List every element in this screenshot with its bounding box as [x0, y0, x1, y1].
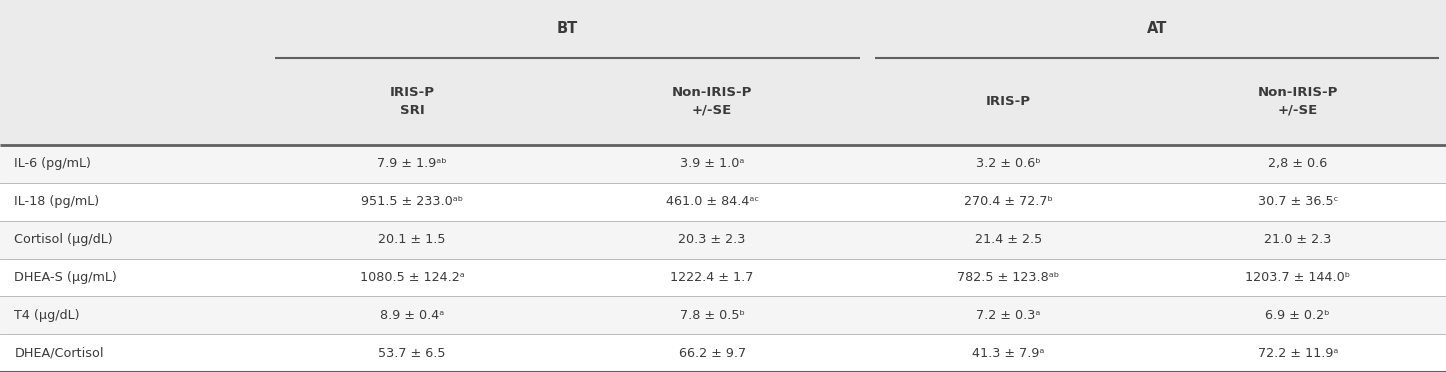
Text: T4 (µg/dL): T4 (µg/dL)	[14, 309, 80, 322]
Text: 8.9 ± 0.4ᵃ: 8.9 ± 0.4ᵃ	[380, 309, 444, 322]
Bar	[0, 183, 1446, 221]
Text: IRIS-P: IRIS-P	[986, 95, 1031, 108]
Text: 20.3 ± 2.3: 20.3 ± 2.3	[678, 233, 746, 246]
Text: DHEA-S (µg/mL): DHEA-S (µg/mL)	[14, 271, 117, 284]
Text: BT: BT	[557, 21, 578, 36]
Text: 30.7 ± 36.5ᶜ: 30.7 ± 36.5ᶜ	[1258, 195, 1338, 208]
Bar	[0, 296, 1446, 334]
Text: 951.5 ± 233.0ᵃᵇ: 951.5 ± 233.0ᵃᵇ	[362, 195, 463, 208]
Text: 21.0 ± 2.3: 21.0 ± 2.3	[1264, 233, 1332, 246]
Bar	[0, 259, 1446, 296]
Text: Non-IRIS-P
+/-SE: Non-IRIS-P +/-SE	[672, 86, 752, 117]
Text: 3.2 ± 0.6ᵇ: 3.2 ± 0.6ᵇ	[976, 157, 1041, 170]
Text: 20.1 ± 1.5: 20.1 ± 1.5	[379, 233, 445, 246]
Text: 1222.4 ± 1.7: 1222.4 ± 1.7	[671, 271, 753, 284]
Text: 6.9 ± 0.2ᵇ: 6.9 ± 0.2ᵇ	[1265, 309, 1330, 322]
Text: 53.7 ± 6.5: 53.7 ± 6.5	[379, 347, 445, 360]
Text: 782.5 ± 123.8ᵃᵇ: 782.5 ± 123.8ᵃᵇ	[957, 271, 1060, 284]
Text: 461.0 ± 84.4ᵃᶜ: 461.0 ± 84.4ᵃᶜ	[665, 195, 759, 208]
Text: 2,8 ± 0.6: 2,8 ± 0.6	[1268, 157, 1327, 170]
Text: 270.4 ± 72.7ᵇ: 270.4 ± 72.7ᵇ	[964, 195, 1053, 208]
Text: 7.2 ± 0.3ᵃ: 7.2 ± 0.3ᵃ	[976, 309, 1041, 322]
Text: 72.2 ± 11.9ᵃ: 72.2 ± 11.9ᵃ	[1258, 347, 1338, 360]
Text: IL-18 (pg/mL): IL-18 (pg/mL)	[14, 195, 100, 208]
Bar	[0, 334, 1446, 372]
Bar	[0, 58, 1446, 145]
Text: 7.8 ± 0.5ᵇ: 7.8 ± 0.5ᵇ	[680, 309, 745, 322]
Bar	[0, 221, 1446, 259]
Text: 21.4 ± 2.5: 21.4 ± 2.5	[975, 233, 1043, 246]
Bar	[0, 0, 1446, 58]
Text: 1080.5 ± 124.2ᵃ: 1080.5 ± 124.2ᵃ	[360, 271, 464, 284]
Text: DHEA/Cortisol: DHEA/Cortisol	[14, 347, 104, 360]
Text: IRIS-P
SRI: IRIS-P SRI	[389, 86, 435, 117]
Text: 41.3 ± 7.9ᵃ: 41.3 ± 7.9ᵃ	[972, 347, 1045, 360]
Text: 66.2 ± 9.7: 66.2 ± 9.7	[678, 347, 746, 360]
Text: Cortisol (µg/dL): Cortisol (µg/dL)	[14, 233, 113, 246]
Text: AT: AT	[1147, 21, 1167, 36]
Text: IL-6 (pg/mL): IL-6 (pg/mL)	[14, 157, 91, 170]
Bar	[0, 145, 1446, 183]
Text: 7.9 ± 1.9ᵃᵇ: 7.9 ± 1.9ᵃᵇ	[377, 157, 447, 170]
Text: 3.9 ± 1.0ᵃ: 3.9 ± 1.0ᵃ	[680, 157, 745, 170]
Text: 1203.7 ± 144.0ᵇ: 1203.7 ± 144.0ᵇ	[1245, 271, 1351, 284]
Text: Non-IRIS-P
+/-SE: Non-IRIS-P +/-SE	[1258, 86, 1338, 117]
